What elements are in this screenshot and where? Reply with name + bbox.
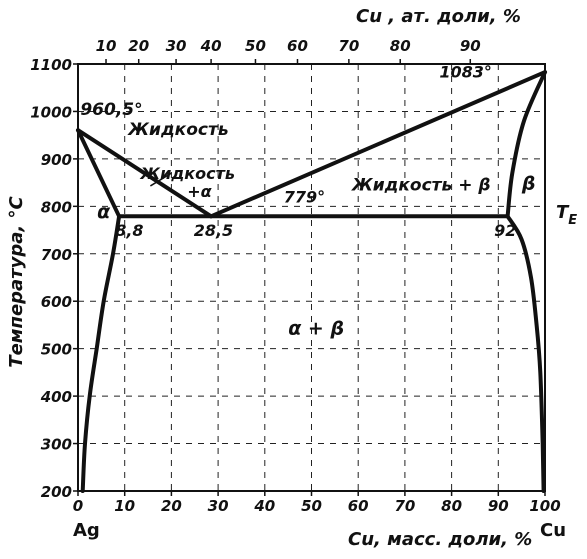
bottom-axis-title: Cu, масс. доли, % [348, 529, 532, 550]
y-tick-label-1000: 1000 [30, 103, 72, 121]
annotation-10: 28,5 [194, 221, 233, 240]
annotation-5: 779° [284, 188, 325, 207]
top-tick-label-90: 90 [460, 37, 481, 55]
x-tick-label-10: 10 [114, 497, 135, 515]
annotation-2: Жидкость [127, 120, 228, 140]
x-tick-label-30: 30 [208, 497, 229, 515]
top-tick-label-10: 10 [96, 37, 117, 55]
top-axis-title: Cu , ат. доли, % [356, 6, 521, 27]
left-end-label-ag: Ag [73, 520, 100, 541]
x-tick-label-60: 60 [348, 497, 369, 515]
x-tick-label-100: 100 [529, 497, 560, 515]
annotation-8: α [97, 201, 111, 223]
top-tick-label-20: 20 [128, 37, 149, 55]
tick-labels: 0 10 20 30 40 50 60 70 80 90 100 200 300 400 500 600 700… [30, 37, 560, 515]
x-tick-label-70: 70 [394, 497, 415, 515]
te-label-sub: E [568, 213, 577, 228]
y-axis-title: Температура, °C [6, 196, 27, 368]
phase-boundaries [76, 70, 547, 493]
x-tick-label-80: 80 [441, 497, 462, 515]
top-tick-label-50: 50 [245, 37, 266, 55]
te-label: TE [556, 202, 577, 228]
annotation-0: 960,5° [80, 100, 142, 120]
annotation-1: 1083° [439, 62, 492, 81]
y-tick-label-400: 400 [40, 388, 72, 406]
annotation-12: α + β [288, 317, 344, 339]
top-tick-label-60: 60 [287, 37, 308, 55]
curve-liquidus-right [209, 70, 547, 219]
curve-liquidus-left [76, 128, 214, 219]
y-tick-label-600: 600 [41, 293, 72, 311]
leader-line [149, 172, 172, 187]
y-tick-label-900: 900 [41, 151, 72, 169]
y-tick-label-1100: 1100 [30, 56, 72, 74]
curve-solvus-right [505, 214, 546, 493]
annotation-3: Жидкость [140, 164, 235, 183]
top-tick-label-80: 80 [390, 37, 411, 55]
annotation-9: 8,8 [115, 221, 143, 240]
x-tick-label-50: 50 [301, 497, 322, 515]
top-tick-label-40: 40 [200, 37, 222, 55]
y-tick-label-700: 700 [41, 246, 72, 264]
annotation-4: +α [187, 182, 212, 201]
grid-lines [78, 64, 545, 491]
annotation-11: 92 [494, 221, 516, 240]
curve-solidus-right [505, 70, 547, 219]
x-tick-label-0: 0 [73, 497, 83, 515]
x-tick-label-40: 40 [253, 497, 275, 515]
annotation-7: β [521, 173, 536, 195]
top-tick-label-30: 30 [166, 37, 187, 55]
y-tick-label-200: 200 [41, 483, 72, 501]
curve-solidus-left [76, 128, 122, 219]
y-tick-label-300: 300 [41, 436, 72, 454]
curve-solvus-left [80, 214, 122, 493]
y-tick-label-500: 500 [41, 341, 72, 359]
y-tick-label-800: 800 [41, 198, 72, 216]
x-tick-label-20: 20 [161, 497, 182, 515]
right-end-label-cu: Cu [540, 520, 566, 541]
top-tick-label-70: 70 [338, 37, 359, 55]
x-tick-label-90: 90 [488, 497, 509, 515]
te-label-main: T [556, 202, 570, 223]
annotation-6: Жидкость + β [351, 176, 491, 196]
